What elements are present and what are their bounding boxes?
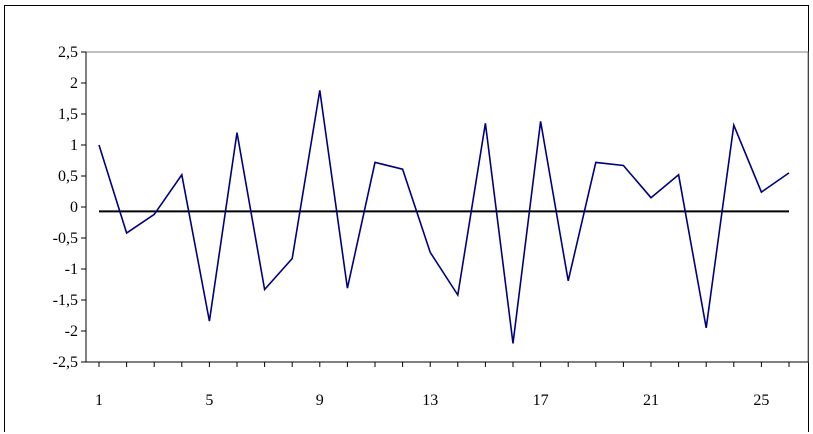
x-tick-label: 17 bbox=[533, 392, 549, 409]
y-tick-label: 0 bbox=[70, 199, 78, 216]
y-tick-label: -2,5 bbox=[53, 354, 78, 371]
y-tick-label: 0,5 bbox=[58, 168, 78, 185]
y-tick-label: -2 bbox=[65, 323, 78, 340]
chart-frame bbox=[4, 5, 809, 432]
y-tick-label: 1 bbox=[70, 137, 78, 154]
x-tick-label: 5 bbox=[205, 392, 213, 409]
y-tick-label: 2 bbox=[70, 75, 78, 92]
y-axis-ticks: 2,5 2 1,5 1 0,5 0 -0,5 -1 -1,5 -2 -2,5 bbox=[53, 44, 86, 371]
y-tick-label: -1 bbox=[65, 261, 78, 278]
y-tick-label: -0,5 bbox=[53, 230, 78, 247]
y-tick-label: -1,5 bbox=[53, 292, 78, 309]
plot-area bbox=[85, 51, 809, 363]
x-axis-ticks: 1 5 9 13 17 21 25 bbox=[86, 361, 808, 409]
series-points bbox=[98, 90, 790, 344]
x-tick-label: 1 bbox=[95, 392, 103, 409]
x-tick-label: 13 bbox=[422, 392, 438, 409]
y-tick-label: 1,5 bbox=[58, 106, 78, 123]
y-tick-label: 2,5 bbox=[58, 44, 78, 61]
x-tick-label: 25 bbox=[753, 392, 769, 409]
x-tick-label: 21 bbox=[643, 392, 659, 409]
series-line bbox=[98, 90, 790, 344]
x-tick-label: 9 bbox=[316, 392, 324, 409]
